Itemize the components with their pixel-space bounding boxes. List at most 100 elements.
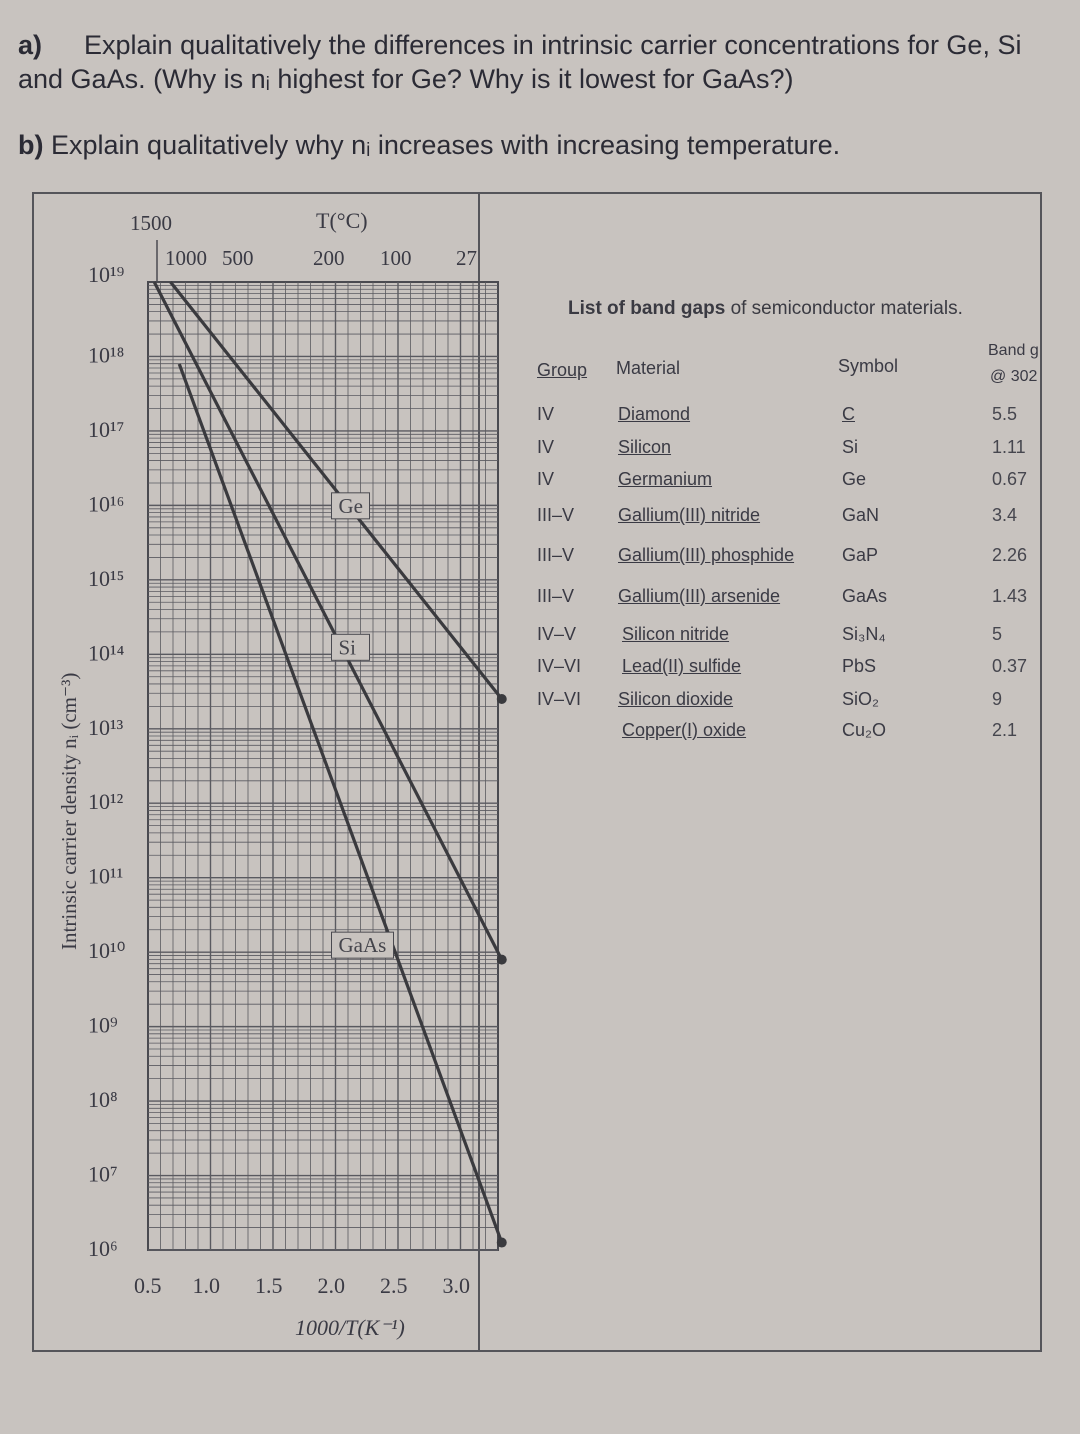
- series-label-box: [331, 633, 370, 661]
- y-axis-label: Intrinsic carrier density nᵢ (cm⁻³): [57, 673, 81, 950]
- series-label-box: [331, 492, 370, 520]
- table-title-rest: of semiconductor materials.: [730, 298, 963, 319]
- table-cell-gap: 1.43: [992, 586, 1028, 606]
- table-cell-group: III–V: [537, 505, 575, 525]
- series-point-ge: [496, 693, 507, 704]
- table-cell-group: IV: [537, 404, 555, 424]
- y-tick-label: 10¹¹: [88, 864, 123, 889]
- table-cell-material[interactable]: Lead(II) sulfide: [622, 656, 742, 676]
- table-cell-gap: 9: [992, 689, 1003, 709]
- x-tick-label: 1.5: [255, 1273, 283, 1298]
- table-title: List of band gaps of semiconductor mater…: [568, 298, 963, 320]
- y-tick-label: 10⁶: [88, 1236, 118, 1261]
- figure-frame: [32, 192, 1042, 1352]
- question-a-text: Explain qualitatively the differences in…: [18, 30, 1022, 94]
- table-cell-symbol: Si: [842, 437, 859, 457]
- question-b-label: b): [18, 130, 44, 160]
- chart-series: [152, 281, 507, 1248]
- question-a-label: a): [18, 30, 43, 60]
- table-cell-material[interactable]: Silicon nitride: [622, 624, 730, 644]
- table-cell-symbol: GaP: [842, 545, 879, 565]
- x-tick-label: 2.0: [318, 1273, 346, 1298]
- table-cell-gap: 0.37: [992, 656, 1028, 676]
- table-cell-symbol: GaN: [842, 505, 880, 525]
- question-b-text: Explain qualitatively why nᵢ increases w…: [51, 130, 841, 160]
- table-cell-symbol: Si₃N₄: [842, 624, 886, 644]
- question-a: a) Explain qualitatively the differences …: [18, 28, 1058, 96]
- table-cell-group: III–V: [537, 545, 575, 565]
- table-cell-gap: 3.4: [992, 505, 1018, 525]
- x-axis-label: 1000/T(K⁻¹): [295, 1315, 405, 1340]
- top-tick-label: 100: [380, 246, 412, 270]
- top-tick-label: 27: [456, 246, 477, 270]
- y-tick-label: 10¹²: [88, 789, 124, 814]
- y-tick-label: 10⁸: [88, 1087, 118, 1112]
- x-tick-label: 0.5: [134, 1273, 162, 1298]
- table-cell-gap: 2.1: [992, 720, 1018, 740]
- series-point-si: [496, 954, 507, 965]
- table-cell-symbol: C: [842, 404, 855, 424]
- top-tick-label: 1000: [165, 246, 207, 270]
- table-cell-group: IV: [537, 437, 555, 457]
- table-cell-gap: 1.11: [992, 437, 1026, 457]
- table-cell-material[interactable]: Germanium: [618, 469, 713, 489]
- series-label-box: [331, 931, 394, 959]
- top-tick-label: 1500: [130, 211, 172, 235]
- series-label-ge: Ge: [339, 494, 364, 518]
- table-cell-group: IV–V: [537, 624, 577, 644]
- table-cell-material[interactable]: Gallium(III) nitride: [618, 505, 761, 525]
- table-cell-symbol: PbS: [842, 656, 877, 676]
- series-line-si: [152, 281, 504, 961]
- y-tick-label: 10¹⁹: [88, 262, 125, 287]
- y-tick-label: 10¹⁷: [88, 417, 124, 442]
- y-tick-label: 10⁷: [88, 1162, 118, 1187]
- series-line-ge: [169, 281, 504, 700]
- table-cell-gap: 0.67: [992, 469, 1028, 489]
- y-tick-label: 10¹⁶: [88, 491, 124, 516]
- table-cell-group: III–V: [537, 586, 575, 606]
- y-tick-label: 10¹⁰: [88, 938, 126, 963]
- table-cell-material[interactable]: Gallium(III) arsenide: [618, 586, 781, 606]
- table-cell-symbol: Ge: [842, 469, 867, 489]
- table-cell-symbol: SiO₂: [842, 689, 879, 709]
- table-cell-material[interactable]: Diamond: [618, 404, 691, 424]
- table-cell-symbol: Cu₂O: [842, 720, 886, 740]
- table-cell-material[interactable]: Silicon dioxide: [618, 689, 734, 709]
- top-tick-label: 200: [313, 246, 345, 270]
- y-tick-label: 10¹⁸: [88, 342, 124, 367]
- table-header-group: Group: [537, 360, 588, 380]
- series-line-gaas: [177, 363, 504, 1244]
- table-header-material: Material: [616, 358, 681, 378]
- y-tick-label: 10⁹: [88, 1013, 118, 1038]
- table-cell-gap: 5.5: [992, 404, 1018, 424]
- series-label-si: Si: [339, 635, 357, 659]
- table-cell-material[interactable]: Silicon: [618, 437, 672, 457]
- question-b: b) Explain qualitatively why nᵢ increase…: [18, 128, 1058, 162]
- y-tick-label: 10¹³: [88, 715, 124, 740]
- table-cell-material[interactable]: Copper(I) oxide: [622, 720, 747, 740]
- y-tick-label: 10¹⁵: [88, 566, 124, 591]
- table-cell-gap: 5: [992, 624, 1003, 644]
- y-tick-label: 10¹⁴: [88, 640, 125, 665]
- table-title-bold: List of band gaps: [568, 298, 726, 319]
- table-header-symbol: Symbol: [838, 356, 899, 376]
- table-cell-material[interactable]: Gallium(III) phosphide: [618, 545, 795, 565]
- x-tick-label: 1.0: [193, 1273, 221, 1298]
- chart-labels: Ge Si GaAs 10¹⁹ 10¹⁸ 10¹⁷ 10¹⁶ 10¹⁵ 10¹⁴ 10¹³ 10¹²…: [57, 208, 477, 1340]
- figure-divider: [478, 192, 480, 1352]
- x-tick-label: 3.0: [443, 1273, 471, 1298]
- top-tick-label: 500: [222, 246, 254, 270]
- table-cell-group: IV: [537, 469, 555, 489]
- series-point-gaas: [496, 1237, 507, 1248]
- top-axis-label: T(°C): [316, 208, 368, 233]
- x-tick-label: 2.5: [380, 1273, 408, 1298]
- table-cell-group: IV–VI: [537, 656, 582, 676]
- table-header-gap: Band g: [988, 342, 1039, 359]
- chart-grid: [147, 281, 499, 1251]
- table-header-gap-unit: @ 302: [990, 368, 1038, 385]
- table-cell-symbol: GaAs: [842, 586, 888, 606]
- table-cell-group: IV–VI: [537, 689, 582, 709]
- series-label-gaas: GaAs: [339, 933, 387, 957]
- table-cell-gap: 2.26: [992, 545, 1028, 565]
